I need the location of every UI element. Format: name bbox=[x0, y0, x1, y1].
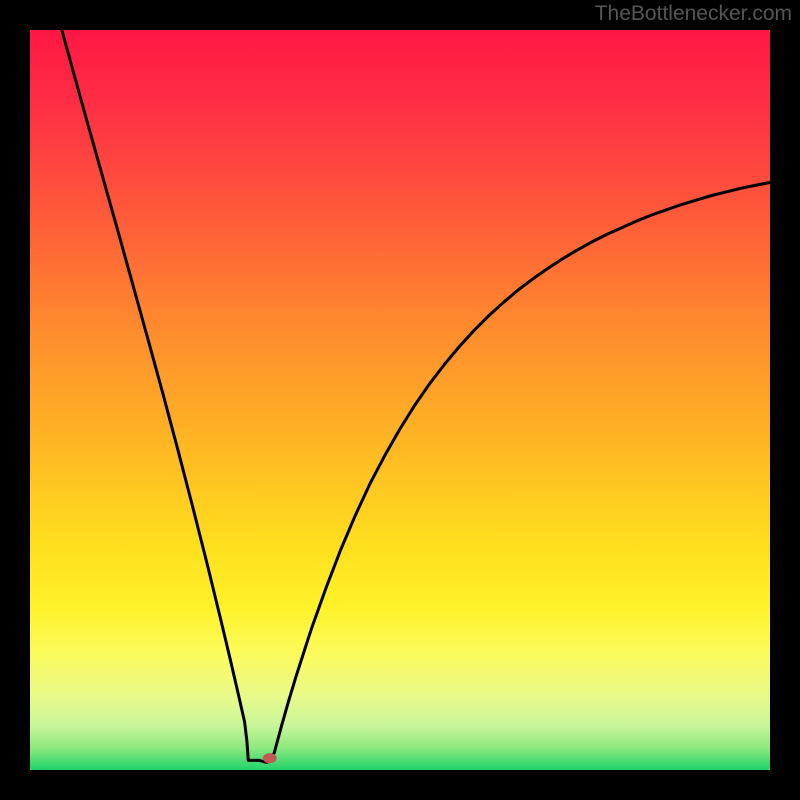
chart-container: TheBottlenecker.com bbox=[0, 0, 800, 800]
chart-marker bbox=[263, 753, 277, 763]
watermark-text: TheBottlenecker.com bbox=[595, 2, 792, 26]
bottleneck-chart bbox=[0, 0, 800, 800]
chart-background bbox=[30, 30, 770, 770]
